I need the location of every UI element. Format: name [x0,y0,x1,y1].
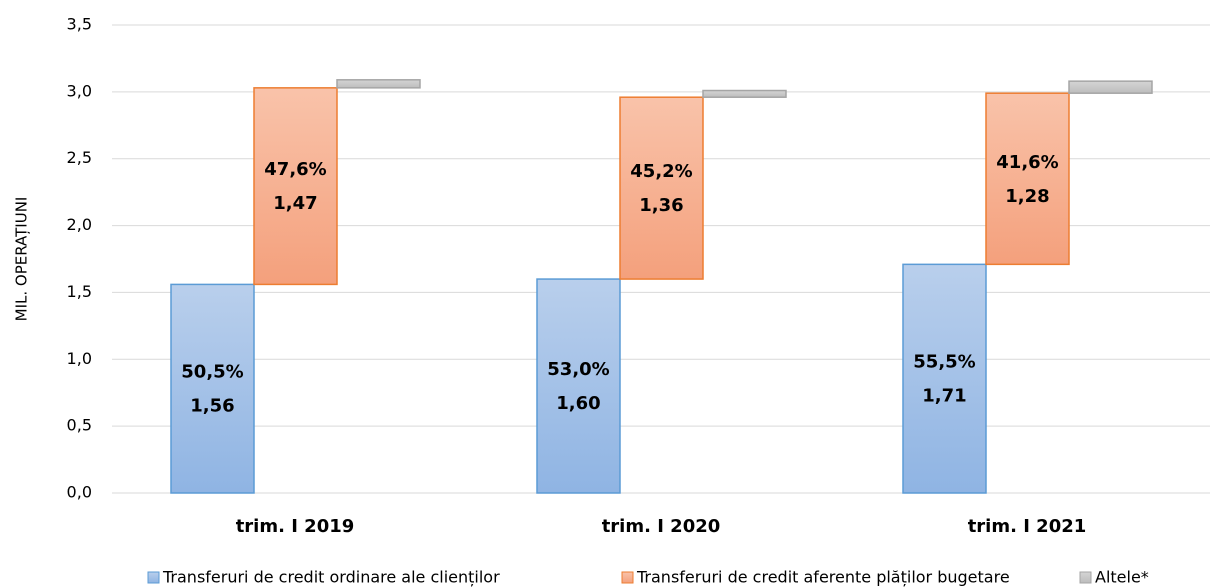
bar [702,89,787,98]
legend-swatch [621,571,634,584]
bar [170,283,255,494]
share-label: 41,6% [996,152,1058,173]
value-label: 1,36 [639,195,683,216]
share-label: 53,0% [547,359,609,380]
share-label: 55,5% [913,352,975,373]
legend-label: Transferuri de credit aferente plăților … [636,568,1010,587]
legend-swatch [1079,571,1092,584]
y-tick-label: 2,0 [67,215,92,234]
y-tick-label: 2,5 [67,148,92,167]
bar [253,87,338,286]
value-label: 1,47 [273,193,317,214]
y-tick-label: 0,5 [67,416,92,435]
bar [985,92,1070,266]
share-label: 50,5% [181,362,243,383]
bar [536,278,621,494]
x-tick-label: trim. I 2021 [968,516,1087,537]
x-tick-label: trim. I 2019 [236,516,355,537]
value-label: 1,60 [556,393,600,414]
value-label: 1,71 [922,386,966,407]
bar [336,79,421,89]
y-tick-label: 0,0 [67,483,92,502]
bar [1068,80,1153,94]
legend-label: Altele* [1095,568,1149,587]
bar [902,263,987,494]
y-tick-label: 1,0 [67,349,92,368]
legend-label: Transferuri de credit ordinare ale clien… [162,568,500,587]
value-label: 1,28 [1005,186,1049,207]
legend-swatch [147,571,160,584]
share-label: 45,2% [630,161,692,182]
x-tick-label: trim. I 2020 [602,516,721,537]
value-label: 1,56 [190,396,234,417]
y-axis-label: MIL. OPERAȚIUNI [13,197,31,322]
share-label: 47,6% [264,159,326,180]
y-tick-label: 3,5 [67,15,92,34]
bar [619,96,704,280]
y-tick-label: 3,0 [67,81,92,100]
y-tick-label: 1,5 [67,282,92,301]
